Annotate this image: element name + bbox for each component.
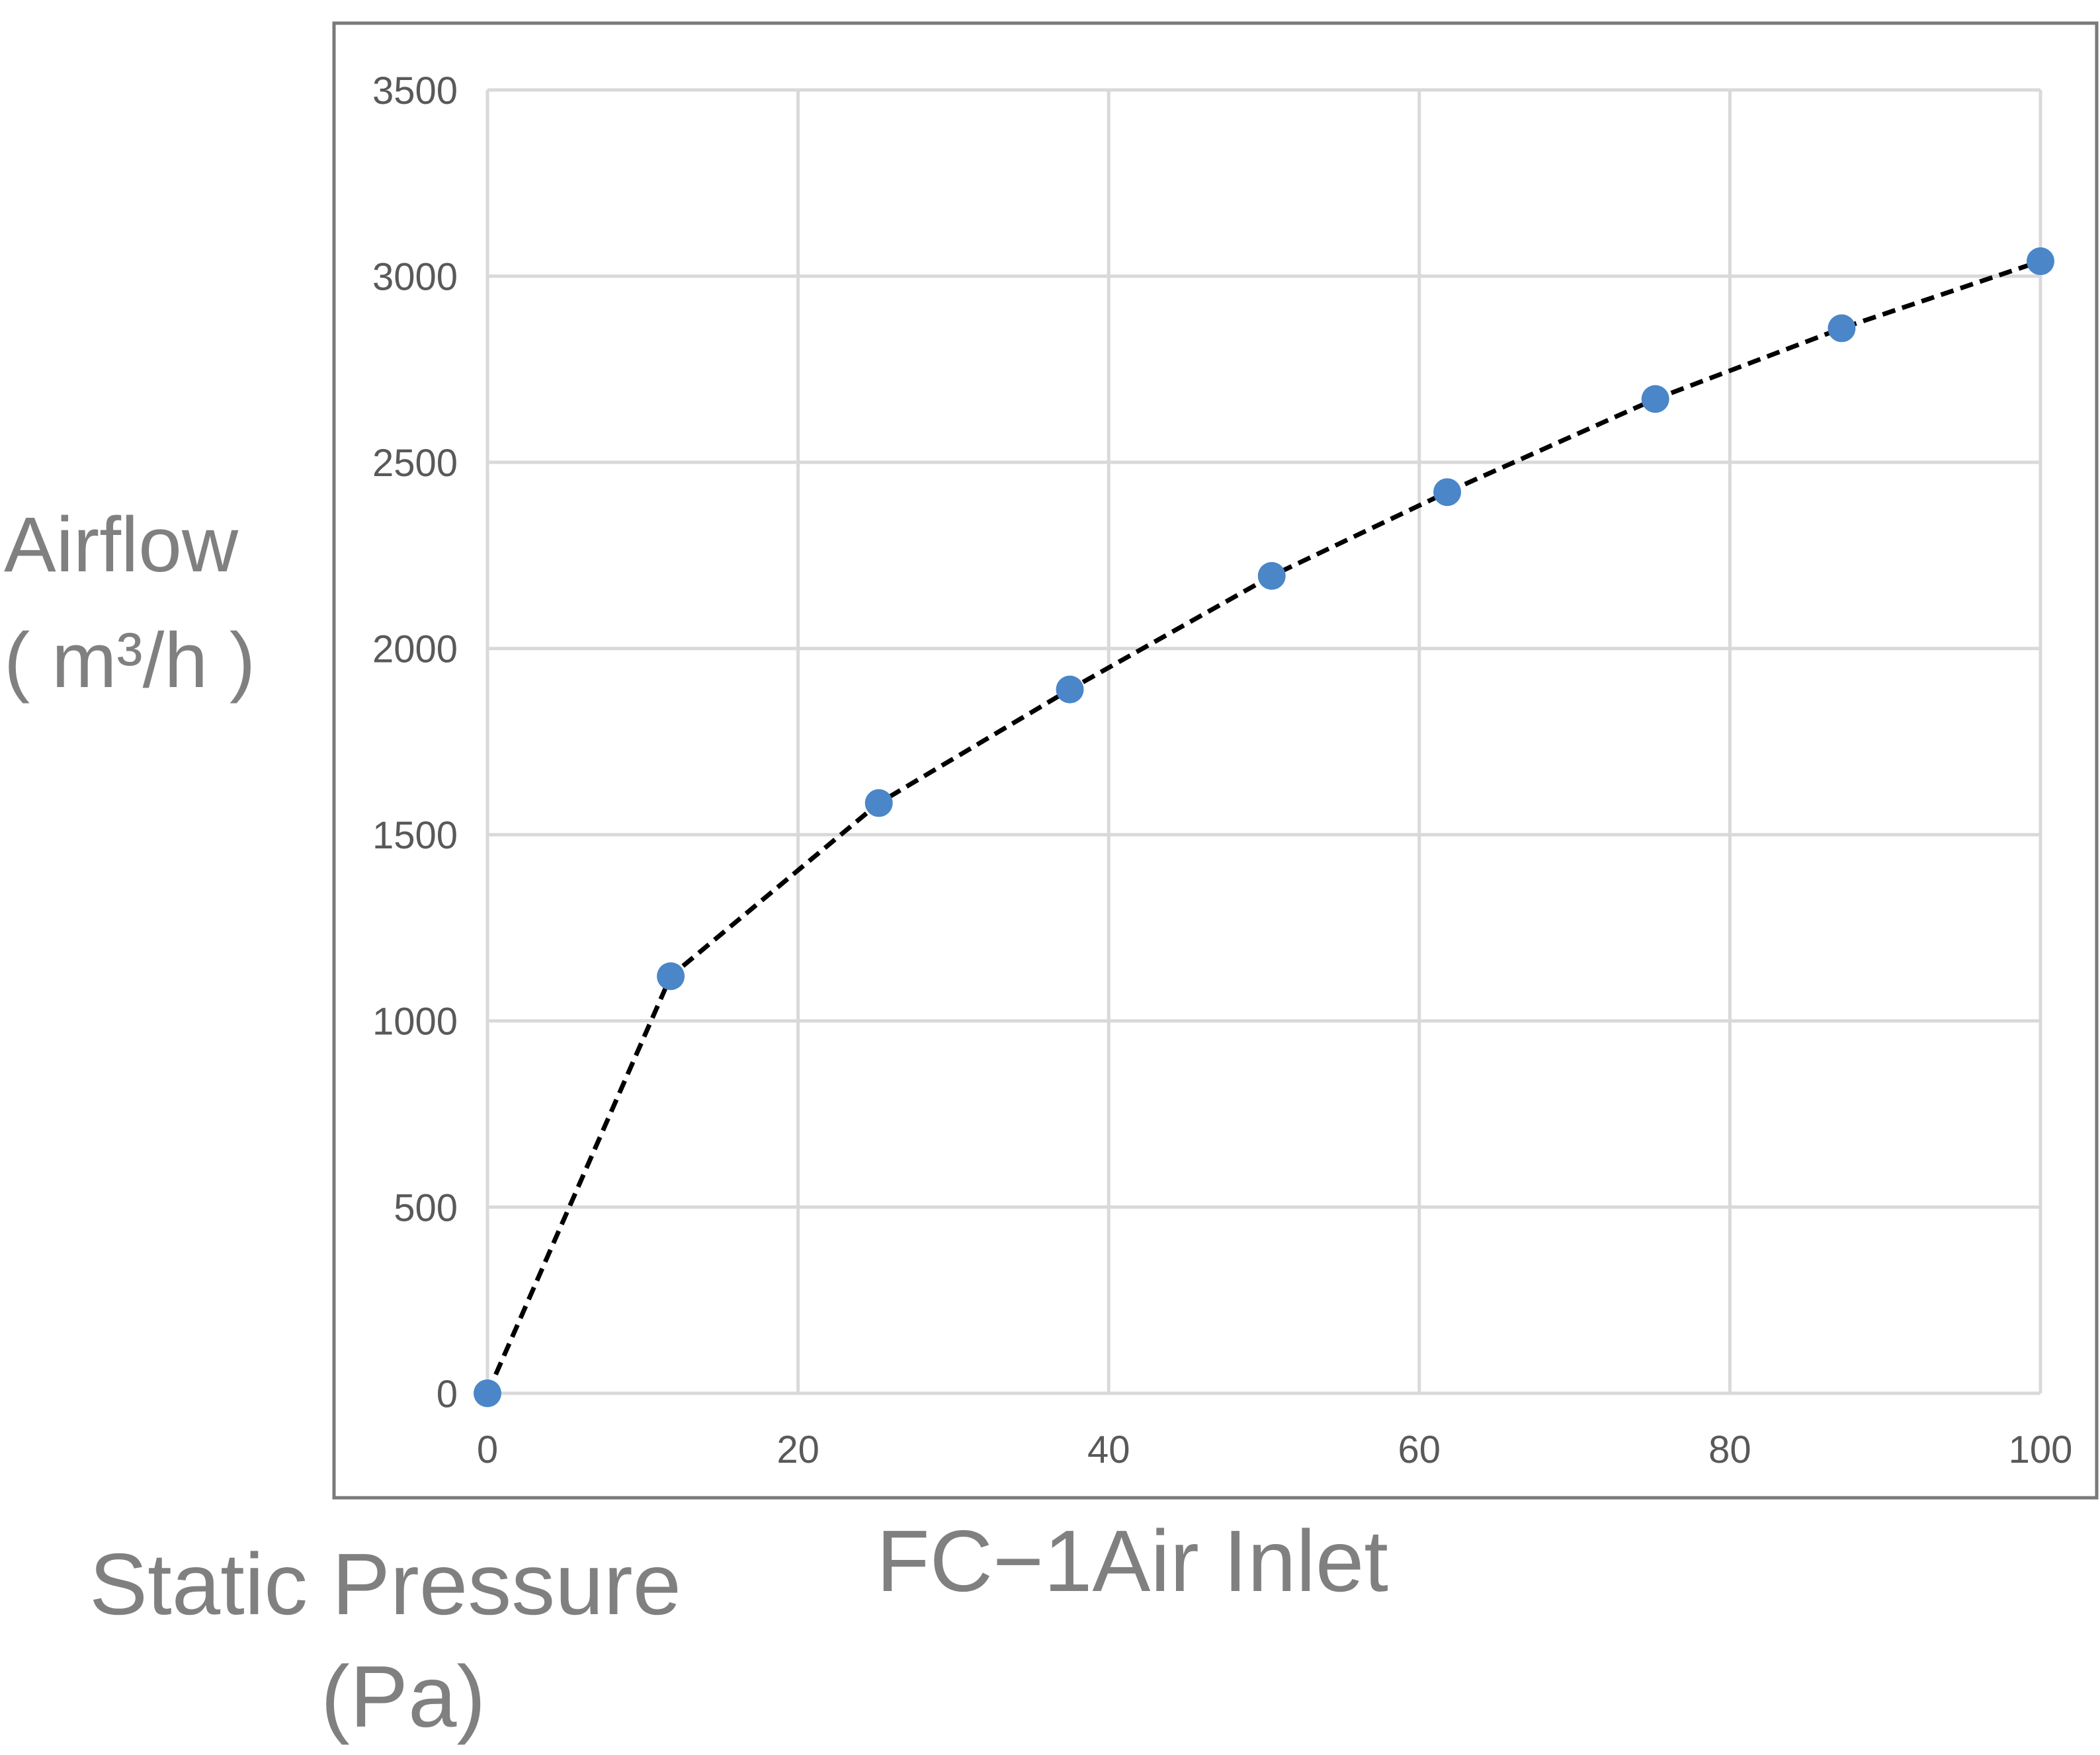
x-tick-label: 40 <box>1087 1428 1130 1471</box>
x-tick-label: 60 <box>1398 1428 1441 1471</box>
x-tick-label: 20 <box>777 1428 819 1471</box>
data-point <box>2027 247 2054 276</box>
x-axis-unit-label: (Pa) <box>321 1648 486 1745</box>
y-tick-label: 0 <box>437 1373 458 1416</box>
data-point <box>1257 561 1286 590</box>
x-axis-label: Static Pressure <box>89 1535 681 1633</box>
data-point <box>1433 478 1462 507</box>
x-tick-label: 80 <box>1708 1428 1751 1471</box>
chart-frame <box>332 21 2099 1500</box>
y-axis-unit-label: ( m³/h ) <box>4 617 256 704</box>
data-point <box>1827 314 1856 343</box>
chart-subtitle: FC−1Air Inlet <box>876 1512 1388 1610</box>
series-line <box>485 259 2042 1395</box>
data-point <box>1056 675 1084 704</box>
y-tick-label: 1000 <box>372 1000 458 1043</box>
y-tick-label: 3000 <box>372 255 458 298</box>
data-point <box>657 962 685 991</box>
y-tick-label: 1500 <box>372 814 458 857</box>
data-point <box>864 789 893 817</box>
data-point <box>1641 385 1669 413</box>
data-point <box>474 1379 501 1407</box>
y-tick-label: 500 <box>394 1186 458 1229</box>
y-tick-label: 2500 <box>372 442 458 485</box>
x-tick-label: 0 <box>477 1428 498 1471</box>
y-tick-label: 2000 <box>372 628 458 671</box>
y-tick-label: 3500 <box>372 69 458 112</box>
x-tick-label: 100 <box>2009 1428 2073 1471</box>
y-axis-label: Airflow <box>4 501 239 589</box>
